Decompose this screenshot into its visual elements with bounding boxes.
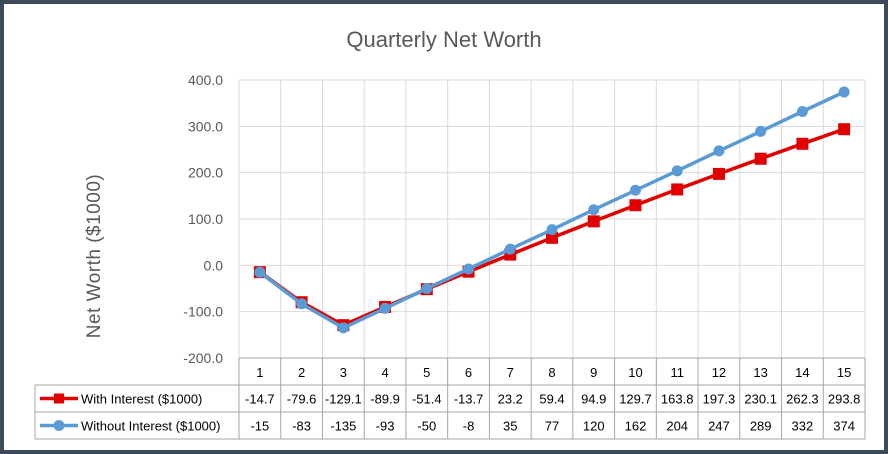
table-cell: -83 — [292, 419, 311, 434]
y-tick-label: -200.0 — [183, 350, 223, 366]
table-cell: 129.7 — [619, 392, 652, 407]
data-point — [755, 125, 767, 137]
y-tick-label: 100.0 — [188, 211, 223, 227]
table-cell: 77 — [545, 419, 559, 434]
table-cell: -89.9 — [370, 392, 400, 407]
y-axis-ticks: 400.0 300.0 200.0 100.0 0.0 -100.0 -200.0 — [183, 72, 223, 366]
table-cell: 204 — [666, 419, 688, 434]
y-tick-label: -100.0 — [183, 304, 223, 320]
table-cell: -129.1 — [325, 392, 362, 407]
data-point — [838, 123, 851, 136]
data-point — [254, 266, 266, 278]
table-cell: 35 — [503, 419, 517, 434]
data-point — [546, 231, 558, 244]
table-cell: 374 — [833, 419, 855, 434]
table-cell: 23.2 — [498, 392, 523, 407]
table-cell: 332 — [792, 419, 814, 434]
data-point — [796, 106, 808, 118]
series-lines — [253, 86, 851, 334]
table-cell: -79.6 — [287, 392, 317, 407]
y-tick-label: 400.0 — [188, 72, 223, 88]
legend-label: Without Interest ($1000) — [81, 419, 220, 434]
data-point — [463, 263, 475, 275]
x-category-label: 5 — [423, 365, 430, 380]
series-line — [258, 90, 845, 330]
table-cell: 262.3 — [786, 392, 819, 407]
table-cell: 59.4 — [539, 392, 564, 407]
data-point — [671, 165, 683, 177]
table-cell: 293.8 — [828, 392, 861, 407]
data-point — [546, 224, 558, 236]
gridlines — [238, 79, 866, 359]
data-point — [838, 86, 850, 98]
legend-marker — [54, 393, 64, 404]
legend-marker — [53, 420, 65, 431]
x-category-label: 10 — [628, 365, 642, 380]
data-point — [379, 302, 391, 314]
data-point — [629, 184, 641, 196]
y-axis-label: Net Worth ($1000) — [84, 174, 105, 338]
data-point — [504, 243, 516, 255]
chart-title: Quarterly Net Worth — [346, 27, 541, 52]
table-cell: 94.9 — [581, 392, 606, 407]
x-category-label: 9 — [590, 365, 597, 380]
data-point — [629, 199, 642, 212]
x-category-label: 12 — [712, 365, 726, 380]
table-cell: -51.4 — [412, 392, 442, 407]
x-category-label: 1 — [256, 365, 263, 380]
data-point — [671, 183, 684, 196]
x-category-label: 3 — [340, 365, 347, 380]
table-cell: -14.7 — [245, 392, 275, 407]
x-category-label: 6 — [465, 365, 472, 380]
table-cell: 162 — [625, 419, 647, 434]
table-cell: -135 — [330, 419, 356, 434]
data-point — [587, 215, 600, 228]
x-category-label: 8 — [548, 365, 555, 380]
x-category-label: 11 — [670, 365, 684, 380]
y-tick-label: 200.0 — [188, 165, 223, 181]
data-point — [796, 137, 809, 150]
x-category-label: 7 — [507, 365, 514, 380]
x-category-label: 4 — [381, 365, 388, 380]
table-cell: 197.3 — [703, 392, 736, 407]
table-cell: 247 — [708, 419, 730, 434]
data-point — [713, 145, 725, 157]
table-cell: 163.8 — [661, 392, 694, 407]
x-category-label: 14 — [795, 365, 809, 380]
table-cell: 120 — [583, 419, 605, 434]
table-cell: -93 — [376, 419, 395, 434]
data-point — [337, 322, 349, 334]
data-point — [754, 152, 767, 165]
table-cell: -8 — [463, 419, 475, 434]
table-cell: 230.1 — [744, 392, 777, 407]
data-point — [588, 204, 600, 216]
x-category-label: 13 — [753, 365, 767, 380]
table-cell: -15 — [250, 419, 269, 434]
legend-label: With Interest ($1000) — [81, 392, 202, 407]
data-point — [296, 298, 308, 310]
y-tick-label: 300.0 — [188, 118, 223, 134]
x-category-label: 15 — [837, 365, 851, 380]
table-cell: -50 — [417, 419, 436, 434]
data-point — [421, 283, 433, 294]
x-category-label: 2 — [298, 365, 305, 380]
table-cell: 289 — [750, 419, 772, 434]
table-cell: -13.7 — [454, 392, 484, 407]
y-tick-label: 0.0 — [204, 257, 224, 273]
data-point — [712, 167, 725, 180]
